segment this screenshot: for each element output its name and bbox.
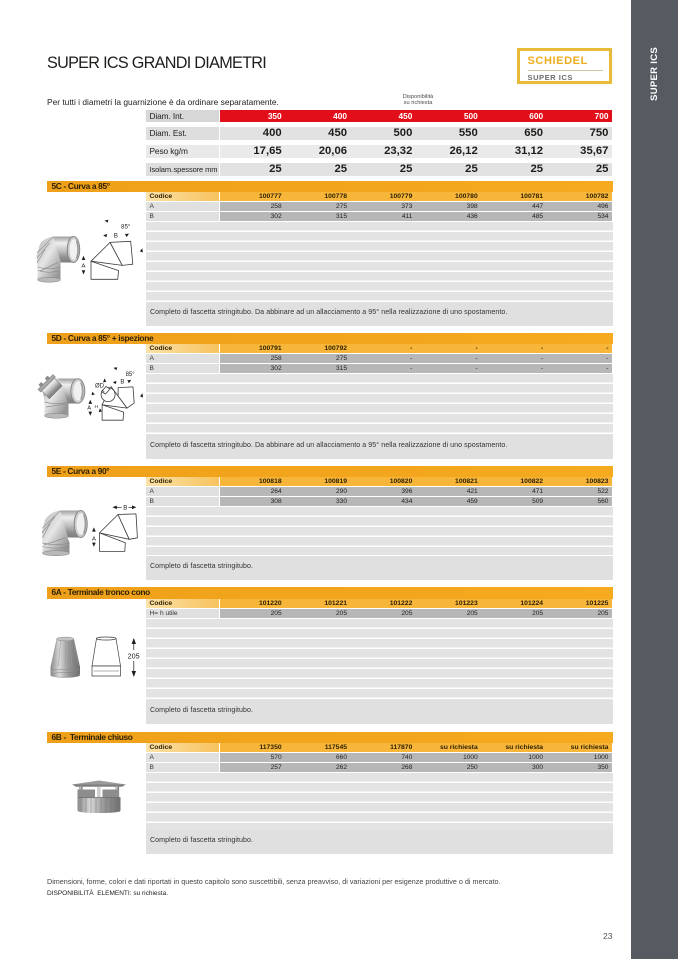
svg-text:85°: 85° (121, 223, 131, 230)
svg-text:B: B (123, 504, 127, 511)
svg-text:205: 205 (128, 651, 140, 660)
svg-text:A: A (87, 406, 91, 412)
svg-text:85°: 85° (126, 372, 136, 378)
svg-text:B: B (120, 379, 124, 385)
svg-text:H: H (95, 404, 99, 410)
svg-text:B: B (114, 233, 118, 240)
svg-text:A: A (82, 263, 86, 269)
svg-text:ØD: ØD (95, 383, 105, 389)
svg-text:A: A (92, 536, 96, 542)
